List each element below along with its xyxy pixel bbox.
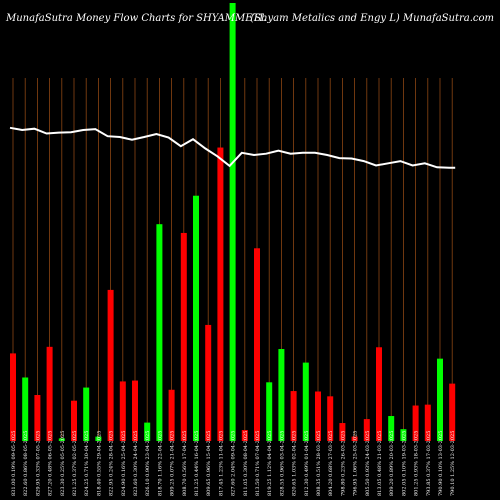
bar xyxy=(156,224,163,441)
x-tick-label: 809.20 0.89% 20-03-2025 xyxy=(389,431,395,496)
bar xyxy=(254,248,260,441)
x-tick-label: 822.95 0.24% 28-04-2025 xyxy=(109,431,115,496)
bar xyxy=(424,404,431,441)
x-tick-label: 821.25 0.37% 02-05-2025 xyxy=(72,431,78,496)
x-tick-label: 802.05 0.10% 19-03-2025 xyxy=(401,431,407,496)
bar xyxy=(217,147,224,442)
x-tick-labels: 831.00 0.19% 09-05-2025 822.60 0.86% 08-0… xyxy=(11,431,456,496)
x-tick-label: 813.25 0.44% 16-04-2025 xyxy=(194,431,200,496)
bar-series xyxy=(10,3,456,442)
bar xyxy=(107,289,114,441)
price-line xyxy=(9,126,456,169)
bar xyxy=(363,419,370,441)
chart-subtitle: (Shyam Metalics and Engy L) MunafaSutra.… xyxy=(250,13,494,24)
x-tick-label: 808.70 0.56% 17-04-2025 xyxy=(182,431,188,496)
bar xyxy=(34,395,41,441)
x-tick-label: 828.55 0.96% 03-04-2025 xyxy=(279,431,285,496)
x-tick-label: 812.30 0.49% 01-04-2025 xyxy=(304,431,310,496)
bar xyxy=(95,436,102,441)
bar xyxy=(46,346,53,441)
x-tick-label: 811.05 0.30% 08-04-2025 xyxy=(243,431,249,496)
x-tick-label: 823.60 0.30% 24-04-2025 xyxy=(133,431,139,496)
x-tick-label: 809.25 0.07% 21-04-2025 xyxy=(170,431,176,496)
bar xyxy=(241,430,248,441)
bar xyxy=(58,438,65,441)
x-tick-label: 819.25 1.12% 04-04-2025 xyxy=(267,431,273,496)
x-tick-label: 820.65 1.03% 02-04-2025 xyxy=(292,431,298,496)
x-tick-label: 831.00 0.19% 09-05-2025 xyxy=(11,431,17,496)
bar xyxy=(290,391,297,441)
bar xyxy=(412,405,419,441)
bar xyxy=(302,362,309,441)
x-tick-label: 809.65 0.96% 15-04-2025 xyxy=(206,431,212,496)
x-tick-label: 796.95 1.06% 25-03-2025 xyxy=(353,431,359,496)
x-tick-label: 826.10 0.90% 23-04-2025 xyxy=(145,431,151,496)
x-tick-label: 822.60 0.86% 08-05-2025 xyxy=(23,431,29,496)
bar xyxy=(180,232,187,441)
x-tick-label: 818.40 0.55% 29-04-2025 xyxy=(96,431,102,496)
x-tick-label: 823.30 0.25% 05-05-2025 xyxy=(60,431,66,496)
bar xyxy=(10,353,16,441)
bar xyxy=(388,416,395,441)
bar xyxy=(144,422,151,441)
bar xyxy=(376,347,382,441)
x-tick-label: 790.10 1.25% 12-03-2025 xyxy=(450,431,456,496)
bar xyxy=(266,382,273,441)
bar xyxy=(278,349,285,441)
bar xyxy=(449,383,456,441)
x-tick-label: 801.25 0.93% 18-03-2025 xyxy=(414,431,420,496)
bar xyxy=(193,195,199,441)
bar xyxy=(132,380,138,441)
x-tick-label: 827.60 2.04% 09-04-2025 xyxy=(231,431,237,496)
bar xyxy=(315,391,321,441)
bar xyxy=(327,396,334,441)
bar xyxy=(119,381,126,441)
x-tick-label: 805.50 0.93% 24-03-2025 xyxy=(365,431,371,496)
bar xyxy=(339,423,346,441)
x-tick-label: 824.25 0.71% 30-04-2025 xyxy=(84,431,90,496)
x-tick-label: 793.85 0.37% 17-03-2025 xyxy=(426,431,432,496)
x-tick-label: 790.90 0.10% 13-03-2025 xyxy=(438,431,444,496)
bar xyxy=(71,400,77,441)
x-tick-label: 813.50 0.71% 07-04-2025 xyxy=(255,431,261,496)
chart-title: MunafaSutra Money Flow Charts for SHYAMM… xyxy=(5,13,266,24)
x-tick-label: 808.35 0.51% 28-03-2025 xyxy=(316,431,322,496)
bar xyxy=(229,3,236,441)
bar xyxy=(205,324,212,441)
bar xyxy=(83,387,90,441)
x-tick-label: 817.45 1.23% 11-04-2025 xyxy=(218,431,224,496)
bar xyxy=(437,358,443,441)
x-tick-label: 829.95 0.33% 07-05-2025 xyxy=(35,431,41,496)
x-tick-label: 813.05 0.48% 21-03-2025 xyxy=(377,431,383,496)
bar xyxy=(400,429,407,441)
x-tick-label: 827.20 0.48% 06-05-2025 xyxy=(48,431,54,496)
x-tick-label: 824.90 0.16% 25-04-2025 xyxy=(121,431,127,496)
bar xyxy=(22,377,29,441)
bar xyxy=(168,389,175,441)
bar xyxy=(351,436,358,441)
x-tick-label: 804.20 0.68% 27-03-2025 xyxy=(328,431,334,496)
x-tick-label: 798.80 0.23% 26-03-2025 xyxy=(340,431,346,496)
x-tick-label: 818.70 1.16% 22-04-2025 xyxy=(157,431,163,496)
